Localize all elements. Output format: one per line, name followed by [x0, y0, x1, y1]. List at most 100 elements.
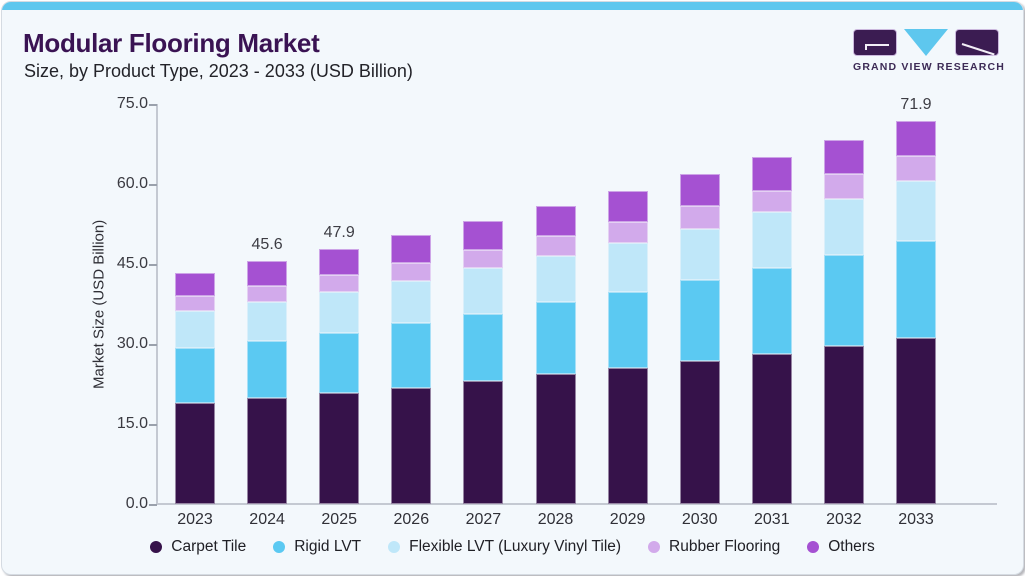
- bar-segment: [463, 221, 504, 250]
- bar-segment: [679, 174, 720, 207]
- bar-segment: [751, 157, 792, 191]
- bar-segment: [535, 255, 576, 303]
- bar-segment: [823, 139, 864, 174]
- bar-segment: [319, 291, 360, 333]
- bar-segment: [247, 340, 288, 398]
- y-tick-label: 30.0: [116, 335, 148, 352]
- bar-segment: [319, 274, 360, 292]
- bar-segment: [896, 241, 936, 338]
- bar-group-2025: [319, 248, 360, 504]
- legend-item: Carpet Tile: [150, 538, 246, 556]
- bar-segment: [607, 368, 648, 504]
- y-tick-label: 0.0: [125, 495, 148, 512]
- x-tick-label: 2029: [609, 511, 646, 528]
- page-title: Modular Flooring Market: [23, 28, 320, 58]
- bar-segment: [751, 267, 792, 354]
- bar-segment: [896, 156, 936, 181]
- legend: Carpet Tile Rigid LVT Flexible LVT (Luxury…: [2, 538, 1023, 556]
- bar-segment: [319, 393, 360, 504]
- page-subtitle: Size, by Product Type, 2023 - 2033 (USD …: [24, 61, 413, 81]
- bar-segment: [247, 286, 288, 302]
- bar-group-2026: [391, 235, 432, 504]
- bar-segment: [823, 198, 864, 256]
- y-axis-title: Market Size (USD Billion): [90, 219, 108, 389]
- legend-label: Flexible LVT (Luxury Vinyl Tile): [409, 538, 622, 555]
- x-tick-label: 2027: [465, 511, 502, 528]
- plot-area: [157, 104, 997, 504]
- bar-segment: [247, 260, 288, 287]
- logo-g-icon: [853, 29, 897, 56]
- bar-segment: [823, 173, 864, 199]
- x-tick-label: 2024: [249, 511, 285, 528]
- y-tick-mark: [149, 424, 157, 426]
- x-axis: [156, 503, 997, 505]
- bar-segment: [391, 263, 432, 282]
- bar-segment: [896, 120, 936, 157]
- y-tick-mark: [149, 344, 157, 346]
- bar-segment: [463, 380, 504, 504]
- bar-segment: [175, 402, 215, 504]
- y-axis: [156, 104, 158, 504]
- bar-segment: [175, 296, 215, 312]
- bar-segment: [607, 243, 648, 293]
- x-tick-label: 2033: [898, 511, 934, 528]
- legend-dot-icon: [388, 541, 401, 553]
- x-tick-label: 2028: [537, 511, 574, 528]
- legend-dot-icon: [273, 541, 286, 553]
- logo-r-icon: [955, 29, 999, 56]
- bar-segment: [896, 337, 936, 504]
- legend-item: Flexible LVT (Luxury Vinyl Tile): [388, 538, 621, 556]
- y-tick-label: 45.0: [116, 255, 148, 272]
- bar-segment: [463, 249, 504, 268]
- bar-segment: [679, 228, 720, 281]
- bar-segment: [751, 190, 792, 213]
- bar-segment: [319, 332, 360, 394]
- x-tick-label: 2025: [321, 511, 357, 528]
- bar-segment: [247, 301, 288, 341]
- bar-group-2023: [175, 272, 215, 504]
- accent-top-bar: [2, 2, 1023, 10]
- bar-segment: [823, 345, 864, 504]
- bar-segment: [175, 348, 215, 403]
- bar-group-2033: [896, 120, 936, 504]
- y-tick-mark: [149, 504, 157, 506]
- bar-segment: [607, 292, 648, 368]
- bar-segment: [247, 397, 288, 504]
- x-tick-label: 2032: [826, 511, 862, 528]
- legend-dot-icon: [648, 541, 661, 553]
- bar-group-2030: [679, 174, 720, 504]
- y-tick-mark: [149, 184, 157, 186]
- legend-dot-icon: [807, 541, 820, 553]
- logo-g-glyph: [865, 44, 867, 50]
- legend-label: Rigid LVT: [294, 538, 362, 555]
- y-tick-mark: [149, 264, 157, 266]
- legend-label: Others: [828, 538, 875, 555]
- bar-segment: [175, 311, 215, 349]
- logo-wordmark: GRAND VIEW RESEARCH: [853, 61, 1005, 73]
- x-tick-label: 2023: [177, 511, 213, 528]
- legend-label: Carpet Tile: [171, 538, 247, 555]
- y-tick-label: 60.0: [116, 175, 148, 192]
- bar-segment: [535, 236, 576, 256]
- y-tick-label: 75.0: [116, 95, 148, 112]
- bar-segment: [679, 206, 720, 229]
- bar-segment: [679, 361, 720, 504]
- bar-value-label: 45.6: [251, 235, 283, 253]
- bar-segment: [463, 267, 504, 314]
- bar-group-2031: [751, 157, 792, 504]
- bar-value-label: 47.9: [323, 223, 355, 241]
- bar-segment: [175, 272, 215, 297]
- bar-segment: [823, 255, 864, 346]
- bar-segment: [463, 313, 504, 381]
- legend-dot-icon: [150, 541, 163, 553]
- bar-segment: [751, 212, 792, 268]
- x-tick-label: 2026: [393, 511, 430, 528]
- bar-segment: [896, 180, 936, 242]
- x-tick-label: 2031: [754, 511, 790, 528]
- bar-segment: [319, 248, 360, 275]
- bar-segment: [535, 373, 576, 504]
- legend-item: Rigid LVT: [273, 538, 361, 556]
- bar-segment: [535, 302, 576, 374]
- logo-triangle-icon: [904, 29, 948, 56]
